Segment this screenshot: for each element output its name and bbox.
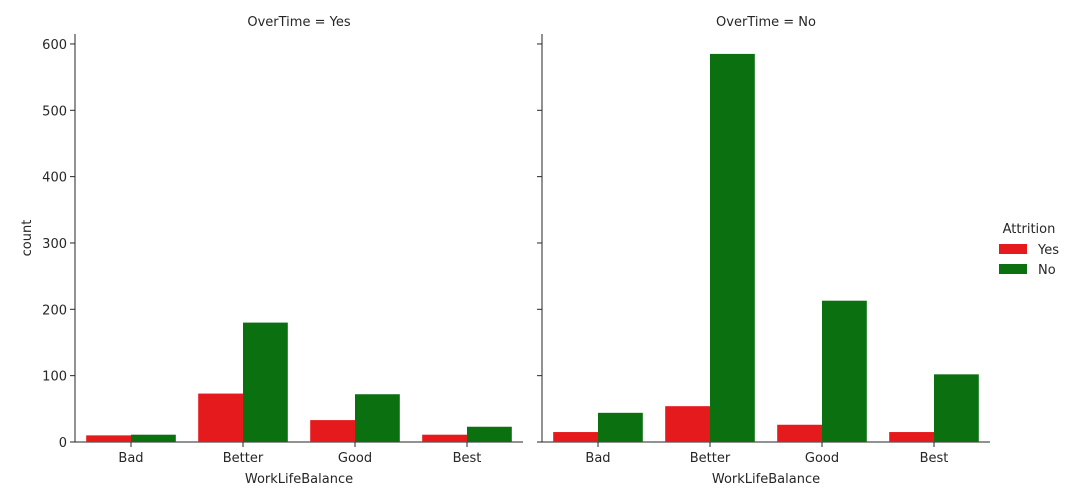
bar-better-yes xyxy=(665,406,710,442)
bar-better-yes xyxy=(198,393,243,442)
bar-good-yes xyxy=(310,420,355,442)
x-tick-label: Best xyxy=(453,451,482,466)
y-tick-label: 500 xyxy=(42,104,67,119)
x-tick-label: Bad xyxy=(118,451,143,466)
panel-overtime-yes: OverTime = Yes 0 100 200 300 400 500 600 Bad Be… xyxy=(20,15,523,487)
y-tick-label: 400 xyxy=(42,171,67,186)
x-tick-label: Good xyxy=(805,451,839,466)
y-ticks-left: 0 100 200 300 400 500 600 xyxy=(42,38,75,451)
x-tick-label: Good xyxy=(338,451,372,466)
bar-bad-no xyxy=(598,412,643,442)
panel-overtime-no: OverTime = No Bad Better Good Best WorkLife… xyxy=(537,15,990,487)
x-axis-label-left: WorkLifeBalance xyxy=(245,472,353,487)
panel-title-left: OverTime = Yes xyxy=(247,15,350,30)
bar-bad-yes xyxy=(553,432,598,442)
bar-good-yes xyxy=(777,424,822,442)
legend-swatch-yes xyxy=(999,244,1027,254)
x-axis-label-right: WorkLifeBalance xyxy=(712,472,820,487)
bar-better-no xyxy=(710,53,755,443)
bar-bad-no xyxy=(131,434,176,442)
y-axis-label: count xyxy=(20,220,35,257)
x-tick-label: Better xyxy=(690,451,731,466)
x-ticks-right: Bad Better Good Best xyxy=(585,442,948,466)
y-tick-label: 0 xyxy=(59,436,67,451)
y-tick-label: 300 xyxy=(42,237,67,252)
bar-better-no xyxy=(243,322,288,442)
bar-best-yes xyxy=(422,434,467,442)
x-tick-label: Better xyxy=(223,451,264,466)
x-tick-label: Bad xyxy=(585,451,610,466)
bar-good-no xyxy=(355,394,400,442)
bar-bad-yes xyxy=(86,435,131,442)
bar-best-no xyxy=(467,426,512,442)
bar-best-yes xyxy=(889,432,934,442)
y-ticks-right xyxy=(537,43,542,443)
bar-best-no xyxy=(934,374,979,442)
bars-right xyxy=(553,53,979,443)
legend-label-yes: Yes xyxy=(1037,243,1059,258)
legend-label-no: No xyxy=(1038,263,1056,278)
y-tick-label: 100 xyxy=(42,370,67,385)
x-ticks-left: Bad Better Good Best xyxy=(118,442,481,466)
legend-title: Attrition xyxy=(1003,222,1056,237)
bar-good-no xyxy=(822,300,867,442)
legend-swatch-no xyxy=(999,264,1027,274)
bars-left xyxy=(86,322,512,442)
legend: Attrition Yes No xyxy=(999,222,1059,278)
x-tick-label: Best xyxy=(920,451,949,466)
y-tick-label: 200 xyxy=(42,303,67,318)
panel-title-right: OverTime = No xyxy=(716,15,816,30)
y-tick-label: 600 xyxy=(42,38,67,53)
